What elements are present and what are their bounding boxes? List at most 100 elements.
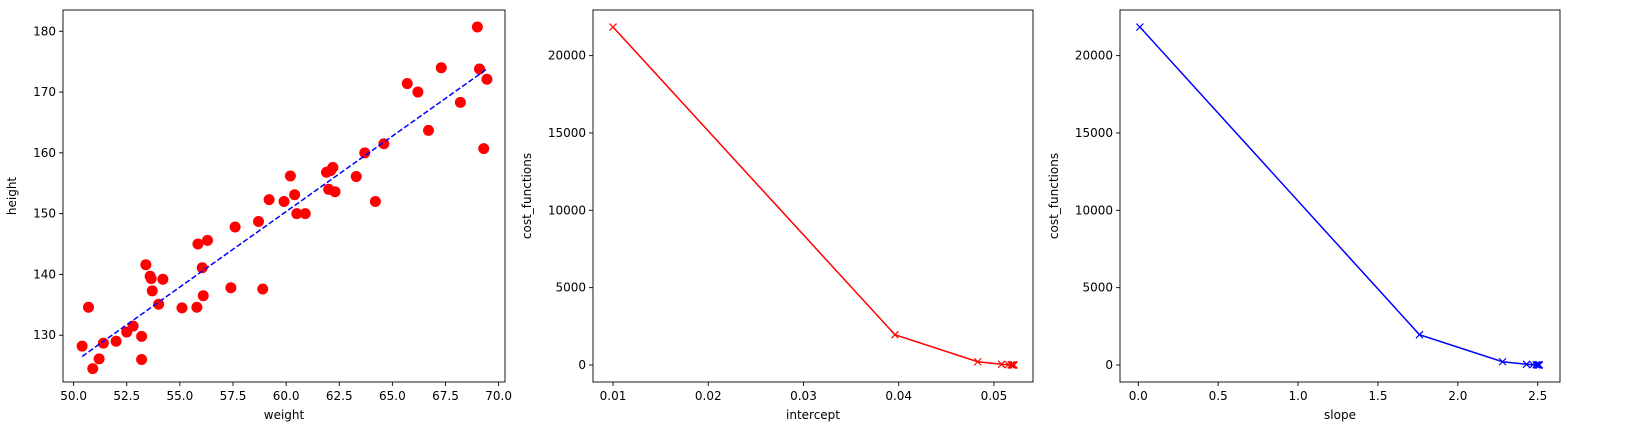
data-point: [83, 301, 94, 313]
data-point-marker: [1007, 360, 1016, 369]
series-line: [612, 26, 1014, 366]
data-point: [153, 298, 165, 310]
y-tick-label: 10000: [548, 203, 586, 217]
y-tick-label: 15000: [1075, 126, 1113, 140]
x-tick-label: 0.05: [981, 389, 1008, 403]
y-tick-label: 150: [33, 207, 56, 221]
data-point-marker: [1532, 360, 1541, 369]
y-tick-label: 130: [33, 328, 56, 342]
data-point-marker: [997, 360, 1006, 369]
x-tick-label: 0.01: [600, 389, 627, 403]
data-point: [140, 259, 152, 271]
x-tick-label: 50.0: [60, 389, 87, 403]
series-2: [81, 68, 488, 358]
subplot-2: 0.01 0.02 0.03 0.04 0.05 0 5000 10000 15000 20000…: [520, 9, 1034, 422]
y-tick-label: 20000: [1075, 49, 1113, 63]
data-point: [327, 161, 339, 173]
y-axis-label: cost_functions: [520, 153, 534, 239]
data-point: [435, 62, 447, 74]
axes-frame: [1119, 9, 1561, 383]
data-point: [229, 221, 241, 233]
y-axis-label: height: [5, 177, 19, 216]
y-tick-label: 170: [33, 85, 56, 99]
x-axis-label: weight: [264, 408, 305, 422]
data-point: [253, 216, 264, 228]
data-point: [350, 171, 362, 183]
x-tick-label: 67.5: [432, 389, 459, 403]
axes-frame: [62, 9, 506, 383]
data-point: [197, 290, 209, 302]
x-tick-label: 65.0: [379, 389, 406, 403]
data-point: [412, 86, 424, 98]
x-tick-label: 0.04: [885, 389, 912, 403]
data-point: [369, 195, 381, 207]
data-point: [97, 337, 109, 349]
data-point: [157, 273, 169, 285]
series-1: [1135, 23, 1544, 369]
data-point: [257, 283, 269, 295]
data-point-marker: [1415, 330, 1424, 339]
x-tick-label: 0.5: [1209, 389, 1228, 403]
x-tick-label: 55.0: [167, 389, 194, 403]
data-point: [191, 301, 203, 313]
y-tick-label: 5000: [1082, 281, 1113, 295]
data-point-marker: [890, 330, 899, 339]
x-tick-label: 1.5: [1368, 389, 1387, 403]
subplot-3: 0.0 0.5 1.0 1.5 2.0 2.5 0 5000 10000 15000 20000 sl…: [1047, 9, 1561, 422]
x-tick-label: 0.03: [790, 389, 817, 403]
x-tick-label: 0.0: [1129, 389, 1148, 403]
data-point-marker: [1010, 360, 1018, 369]
data-point: [454, 96, 466, 108]
data-point: [471, 21, 483, 33]
y-tick-label: 5000: [555, 281, 586, 295]
data-point: [192, 238, 204, 250]
data-point-marker: [973, 357, 982, 366]
data-point: [76, 340, 88, 352]
data-point-marker: [1008, 360, 1016, 369]
x-tick-label: 2.0: [1448, 389, 1467, 403]
data-point: [136, 354, 148, 366]
data-point: [289, 189, 301, 201]
data-point: [474, 63, 485, 75]
y-tick-label: 0: [1105, 358, 1113, 372]
data-point-marker: [1009, 360, 1017, 369]
data-point: [329, 186, 341, 198]
y-tick-label: 180: [33, 24, 56, 38]
data-point: [284, 170, 296, 182]
x-tick-label: 52.5: [113, 389, 140, 403]
data-point: [110, 335, 122, 347]
y-tick-label: 20000: [548, 49, 586, 63]
data-point-marker: [609, 23, 617, 31]
data-point-marker: [1498, 357, 1507, 366]
series-1: [76, 21, 493, 375]
y-tick-label: 15000: [548, 126, 586, 140]
data-point: [299, 208, 311, 220]
data-point: [127, 320, 139, 332]
data-point: [196, 262, 208, 274]
x-axis-label: slope: [1324, 408, 1356, 422]
data-point: [136, 330, 148, 342]
x-tick-label: 57.5: [220, 389, 247, 403]
data-point: [146, 285, 158, 297]
x-tick-label: 0.02: [695, 389, 722, 403]
y-tick-label: 140: [33, 267, 56, 281]
series-1: [609, 23, 1018, 369]
y-axis-label: cost_functions: [1047, 153, 1061, 239]
data-point: [93, 353, 105, 365]
data-point: [291, 208, 303, 220]
data-point: [359, 147, 371, 159]
data-point: [481, 73, 493, 85]
x-tick-label: 2.5: [1528, 389, 1547, 403]
data-point-marker: [1135, 23, 1144, 31]
data-point: [401, 78, 413, 90]
data-point: [263, 194, 275, 206]
data-point: [423, 124, 434, 136]
data-point: [87, 363, 99, 375]
y-tick-label: 10000: [1075, 203, 1113, 217]
data-point: [176, 302, 188, 314]
data-point: [225, 282, 237, 294]
x-tick-label: 62.5: [326, 389, 353, 403]
y-tick-label: 160: [33, 146, 56, 160]
axes-frame: [592, 9, 1034, 383]
